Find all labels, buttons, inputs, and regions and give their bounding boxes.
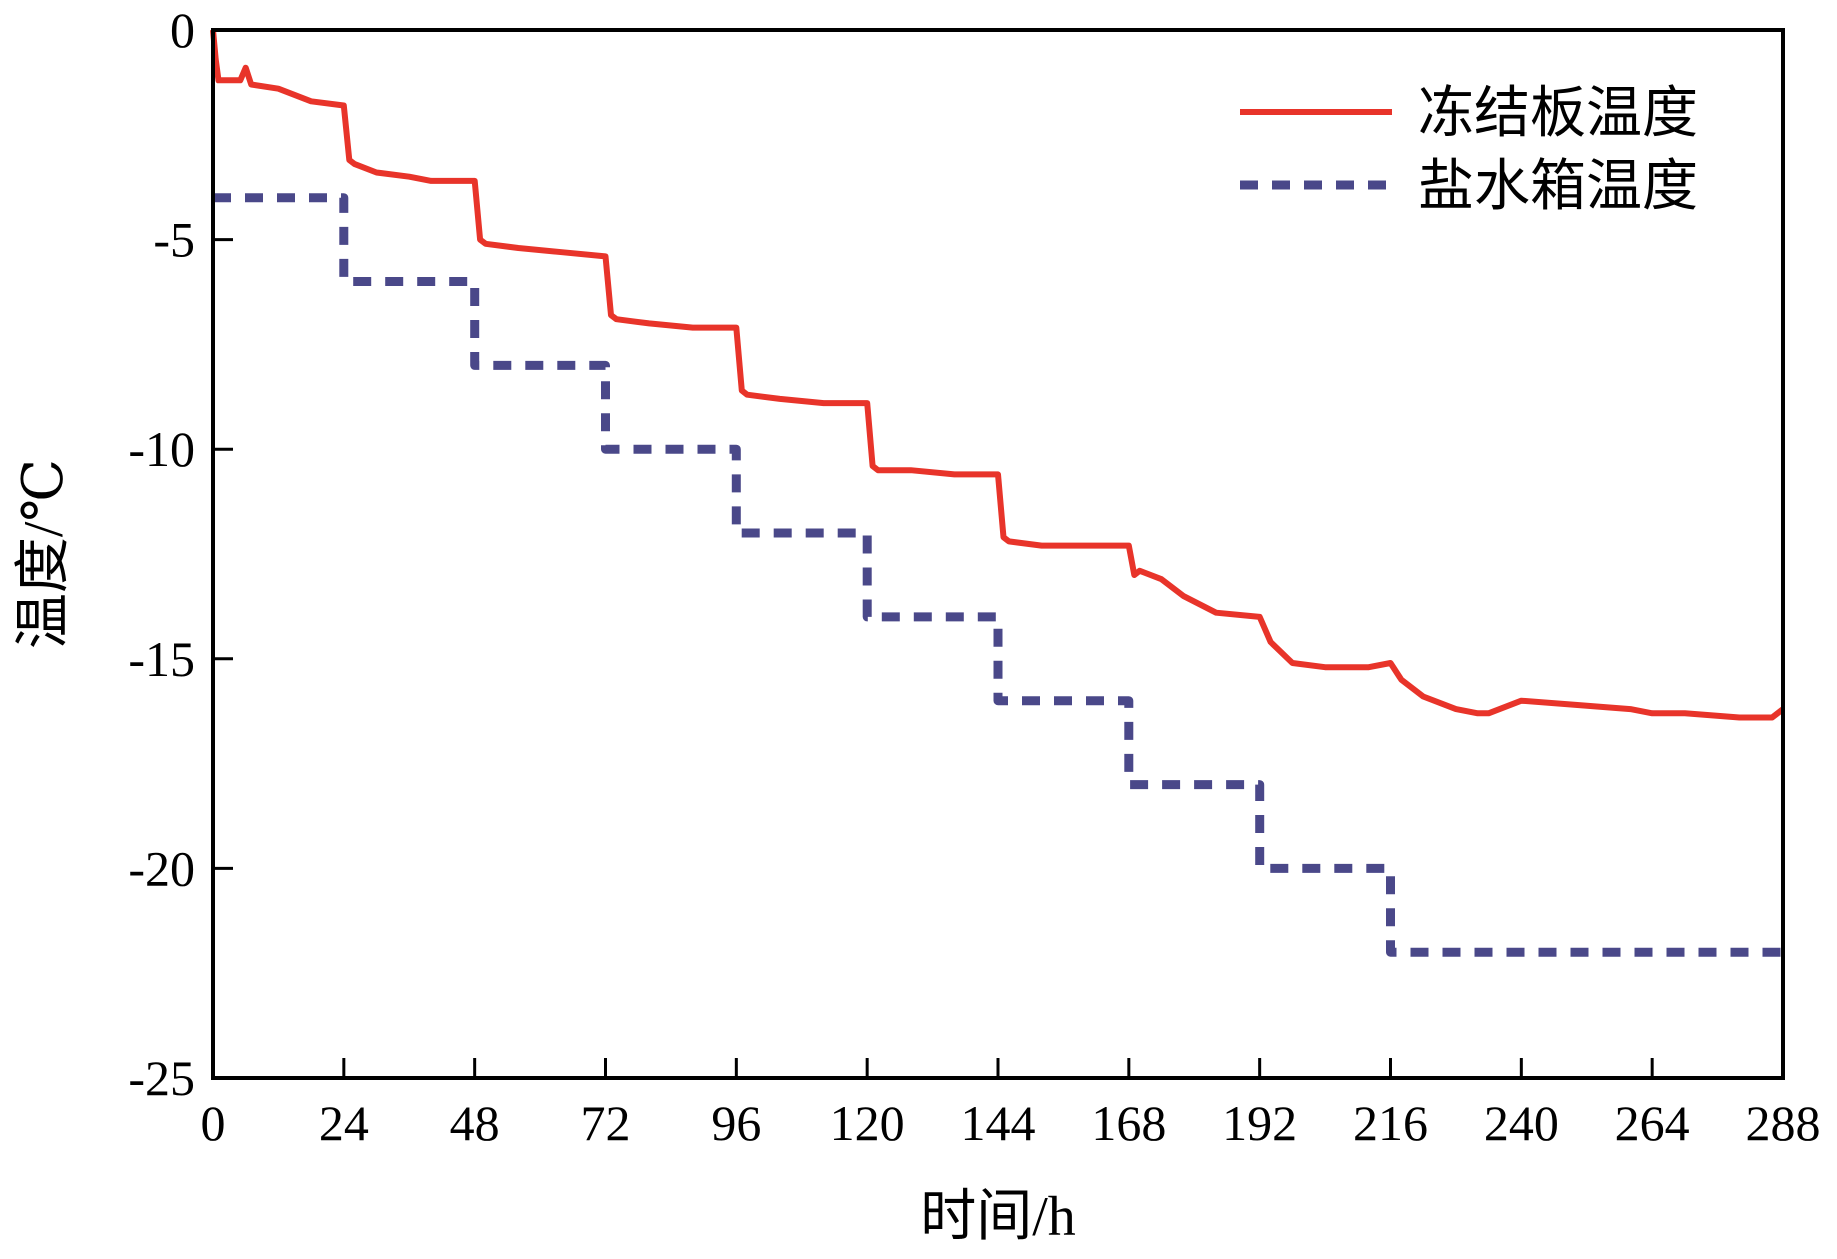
x-tick-label: 72 [581,1095,631,1151]
x-tick-label: 192 [1222,1095,1297,1151]
x-tick-label: 96 [711,1095,761,1151]
y-axis-title: 温度/℃ [13,459,75,649]
plot-layer [210,29,1785,957]
y-tick-label: -20 [128,840,195,896]
x-tick-label: 216 [1353,1095,1428,1151]
x-tick-label: 264 [1615,1095,1690,1151]
ticks-layer: 0 24 48 72 96 120 144 168 192 216 240 264 288 0 -5 -10 -… [128,2,1820,1151]
y-tick-label: -25 [128,1050,195,1106]
x-tick-label: 0 [201,1095,226,1151]
x-tick-label: 144 [961,1095,1036,1151]
y-tick-label: -10 [128,421,195,477]
x-tick-label: 288 [1746,1095,1821,1151]
legend-label-series-1: 盐水箱温度 [1418,156,1698,218]
x-tick-label: 168 [1091,1095,1166,1151]
y-tick-label: 0 [170,2,195,58]
x-tick-label: 24 [319,1095,369,1151]
y-tick-label: -5 [153,212,195,268]
x-tick-label: 120 [830,1095,905,1151]
legend-label-series-0: 冻结板温度 [1418,83,1698,145]
x-tick-label: 240 [1484,1095,1559,1151]
x-tick-label: 48 [450,1095,500,1151]
legend: 冻结板温度 盐水箱温度 [1240,83,1698,218]
series-line-0 [210,29,1785,721]
x-axis-title: 时间/h [920,1186,1076,1248]
y-tick-label: -15 [128,631,195,687]
series-line-1 [213,193,1783,957]
